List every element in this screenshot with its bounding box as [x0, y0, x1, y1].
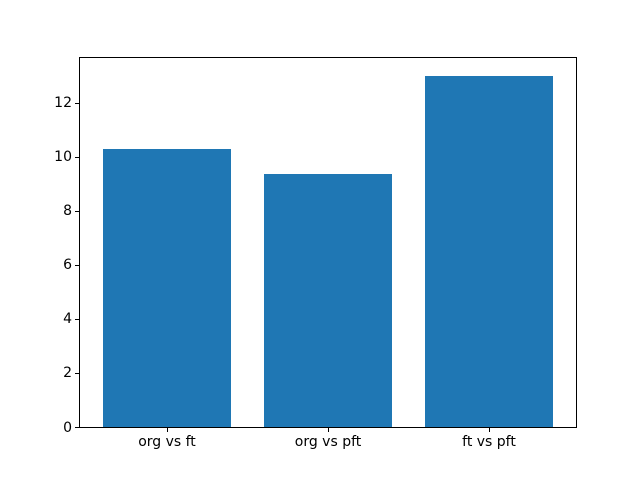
x-tick-label-ft-vs-pft: ft vs pft	[462, 434, 516, 450]
y-tick-label: 12	[54, 95, 72, 112]
y-tick-mark	[75, 264, 79, 266]
y-tick-mark	[75, 210, 79, 212]
y-tick-mark	[75, 102, 79, 104]
x-tick-mark	[489, 428, 490, 432]
y-tick-label: 2	[63, 365, 72, 382]
x-tick-mark	[167, 428, 168, 432]
y-tick-mark	[75, 372, 79, 374]
y-tick-mark	[75, 427, 79, 428]
y-tick-label: 6	[63, 257, 72, 274]
y-tick-label: 0	[63, 419, 72, 436]
x-tick-label-org-vs-ft: org vs ft	[138, 434, 196, 450]
y-tick-mark	[75, 156, 79, 158]
plot-area: org vs ft org vs pft ft vs pft 0 2 4 6 8 10 12	[54, 57, 577, 449]
y-tick-label: 10	[54, 149, 72, 166]
x-tick-mark	[328, 428, 329, 432]
y-tick-label: 4	[63, 311, 72, 328]
bar-org-vs-pft	[263, 174, 393, 427]
x-tick-label-org-vs-pft: org vs pft	[294, 434, 362, 450]
bar-ft-vs-pft	[424, 75, 554, 427]
bar-org-vs-ft	[102, 149, 232, 427]
y-tick-label: 8	[63, 203, 72, 220]
y-tick-mark	[75, 318, 79, 320]
